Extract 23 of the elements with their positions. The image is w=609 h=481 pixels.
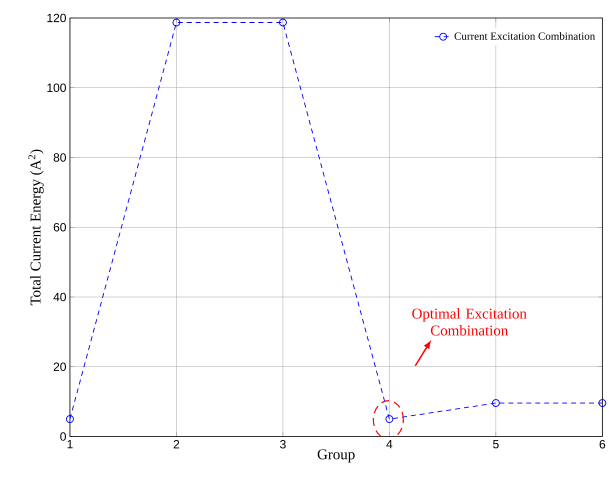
point bbox=[385, 414, 394, 423]
point bbox=[598, 398, 606, 407]
point bbox=[278, 18, 287, 26]
y-tick-label: 120 bbox=[47, 14, 66, 22]
x-tick-label: 4 bbox=[386, 440, 392, 448]
point bbox=[492, 398, 500, 407]
y-tick-label: 20 bbox=[54, 362, 66, 371]
x-tick-label: 2 bbox=[174, 440, 180, 448]
y-axis-title: Total Current Energy (A$^{2}$) bbox=[28, 149, 44, 306]
y-tick-label: 80 bbox=[54, 153, 66, 162]
x-axis-title: Group bbox=[318, 449, 355, 462]
x-tick-label: 1 bbox=[68, 440, 73, 448]
y-tick-label: 0 bbox=[60, 432, 66, 441]
annotation: Optimal Excitation Combination bbox=[412, 308, 527, 336]
x-tick-label: 5 bbox=[493, 440, 499, 448]
legend-label: Current Excitation Combination bbox=[454, 32, 596, 40]
point bbox=[66, 414, 74, 423]
point bbox=[172, 18, 180, 26]
y-tick-label: 40 bbox=[53, 292, 66, 301]
y-tick-label: 100 bbox=[47, 83, 66, 92]
y-tick-label: 60 bbox=[54, 222, 66, 232]
x-tick-label: 6 bbox=[600, 440, 606, 448]
x-tick-label: 3 bbox=[280, 440, 286, 448]
